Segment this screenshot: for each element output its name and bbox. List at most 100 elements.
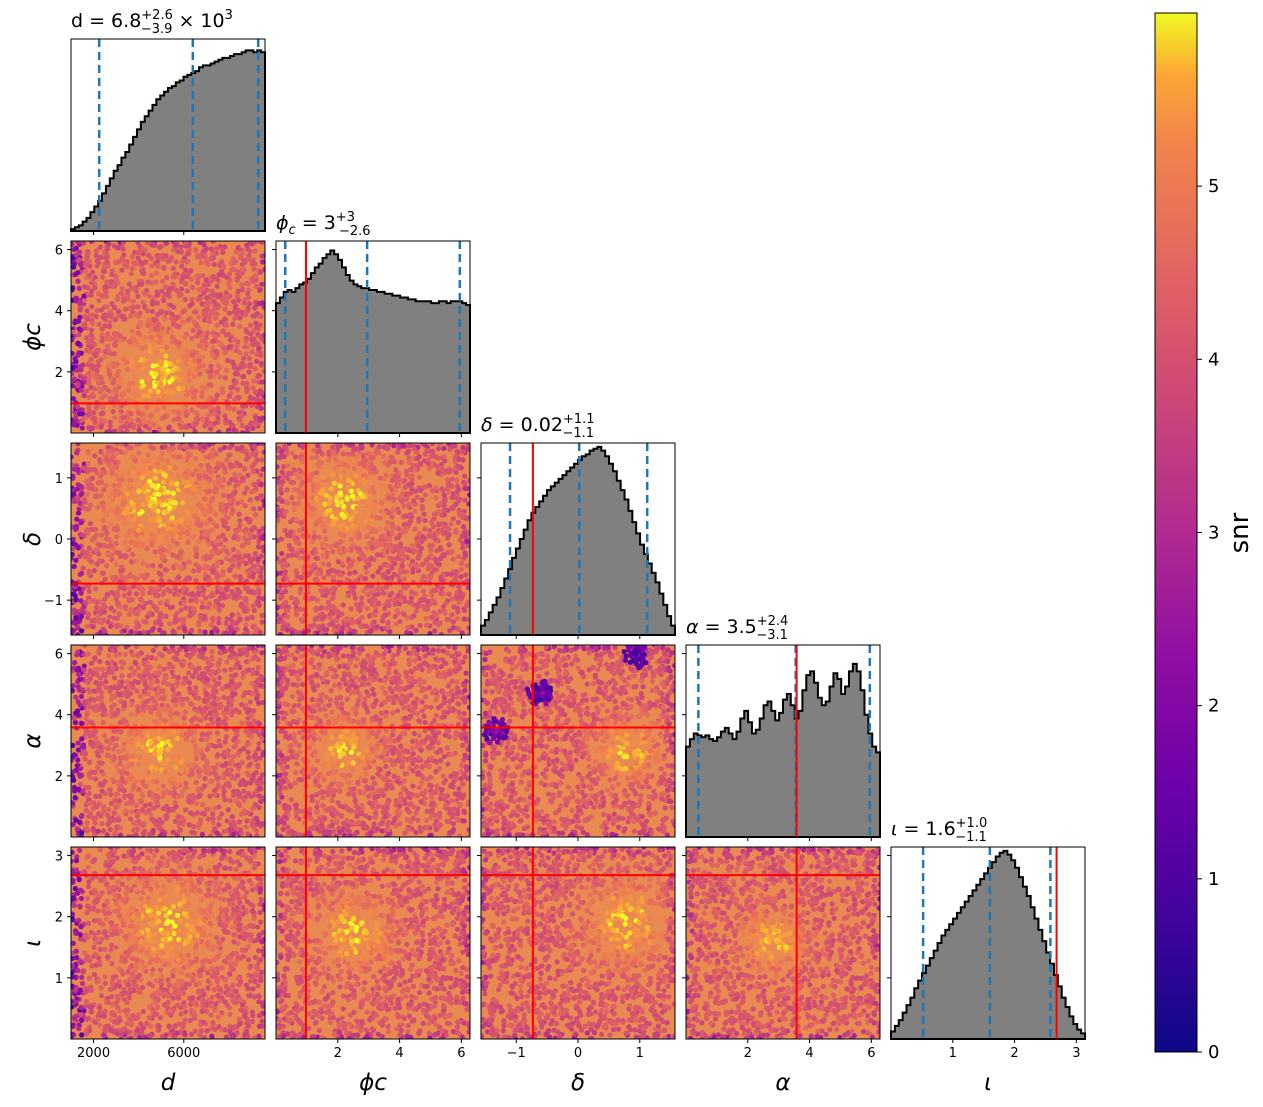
scatter-point [82,499,88,505]
scatter-point [106,462,112,468]
scatter-point [244,568,250,574]
scatter-point [112,492,118,499]
scatter-point [315,500,321,507]
scatter-point [186,377,193,384]
scatter-point [170,495,176,502]
scatter-point [256,602,262,608]
scatter-point [151,506,157,512]
scatter-point [135,651,141,657]
scatter-point [441,502,448,509]
scatter-point [85,530,91,536]
scatter-point [465,443,470,448]
scatter-point [241,788,247,794]
scatter-point [385,624,392,630]
scatter-point [427,575,434,581]
scatter-point [255,557,261,563]
scatter-point [136,630,143,635]
scatter-point [138,597,144,603]
scatter-point [259,535,265,541]
scatter-point [179,263,185,269]
scatter-point [382,476,388,482]
scatter-point [408,595,415,601]
scatter-point [348,488,355,494]
scatter-point [73,557,79,563]
scatter-point [449,476,455,482]
scatter-point [208,382,214,388]
scatter-point [126,586,133,592]
scatter-point [190,327,196,333]
scatter-point [108,800,115,807]
scatter-point [147,293,153,300]
scatter-point [214,276,220,282]
scatter-point [409,480,415,487]
scatter-point [346,443,353,448]
scatter-point [215,696,221,702]
scatter-point [154,607,160,613]
scatter-point [368,451,374,457]
scatter-point [149,764,155,770]
scatter-point [310,488,317,494]
scatter-point [120,241,126,245]
scatter-point [92,618,98,624]
scatter-point [404,495,410,501]
scatter-point [175,410,182,416]
scatter-point [87,553,93,560]
scatter-point [128,271,134,277]
scatter-point [113,331,119,338]
scatter-point [165,408,171,414]
scatter-point [205,261,211,267]
scatter-point [192,743,198,749]
scatter-point [219,386,225,392]
scatter-point [311,562,317,568]
scatter-point [335,608,341,615]
scatter-point [184,392,190,398]
scatter-point [153,475,159,481]
scatter-point [200,507,206,513]
scatter-point [207,793,213,799]
scatter-point [106,348,112,355]
scatter-point [73,358,79,365]
scatter-point [167,505,173,511]
scatter-point [293,454,299,460]
scatter-point [389,530,395,537]
scatter-point [87,520,93,527]
scatter-point [380,453,387,459]
scatter-point [232,573,238,579]
scatter-point [195,314,202,320]
scatter-point [159,538,165,545]
scatter-point [88,241,95,244]
scatter-point [384,535,390,541]
scatter-point [129,285,135,291]
scatter-point [126,381,133,387]
scatter-point [250,488,256,494]
scatter-point [184,487,190,493]
scatter-point [78,570,85,576]
scatter-point [429,519,435,525]
scatter-point [110,283,116,289]
scatter-point [95,359,101,365]
scatter-point [196,364,202,370]
scatter-point [368,628,374,634]
scatter-point [282,444,289,450]
scatter-point [112,335,118,342]
scatter-point [183,281,189,287]
scatter-point [262,559,265,565]
scatter-point [216,262,222,268]
scatter-point [118,572,124,579]
scatter-point [347,458,353,464]
scatter-point [233,428,239,433]
scatter-point [92,776,99,782]
scatter-point [114,443,120,447]
scatter-point [346,477,352,483]
scatter-point [197,484,203,490]
scatter-point [71,333,74,339]
scatter-point [121,515,127,521]
scatter-point [309,472,315,478]
scatter-point [153,645,159,649]
scatter-point [380,614,386,620]
scatter-point [126,445,132,451]
scatter-point [137,281,143,287]
scatter-point [217,374,223,380]
scatter-point [261,502,265,509]
